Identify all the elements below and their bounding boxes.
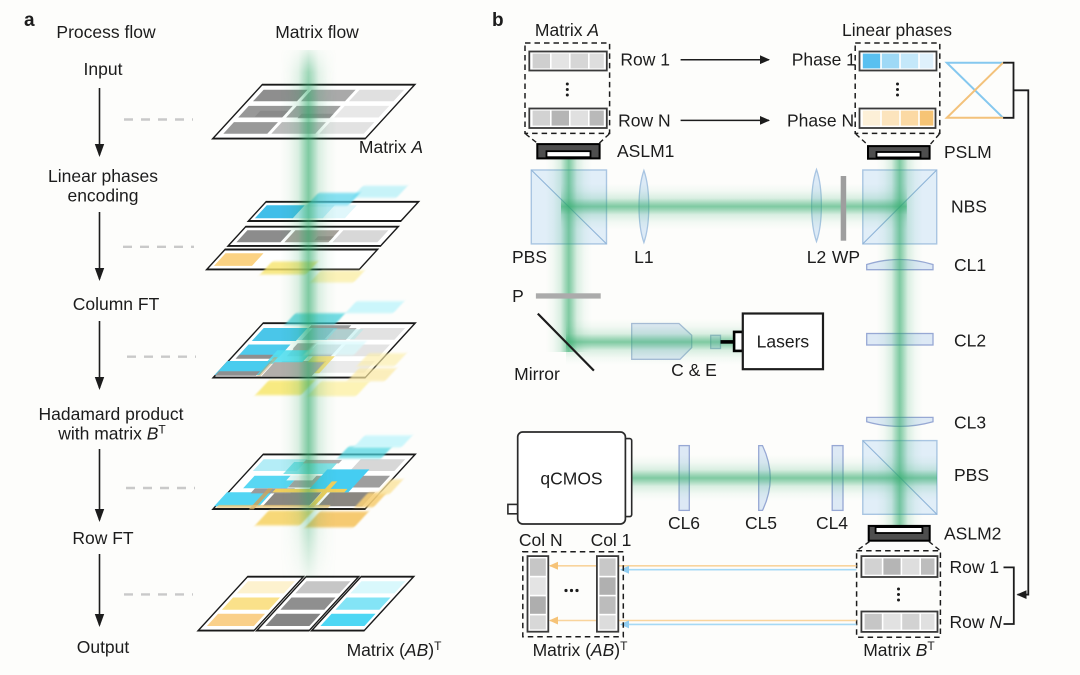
svg-text:Row FT: Row FT: [72, 528, 134, 548]
svg-text:CL6: CL6: [668, 513, 700, 533]
svg-text:encoding: encoding: [67, 186, 138, 206]
svg-text:NBS: NBS: [951, 197, 987, 217]
svg-text:Linear phases: Linear phases: [842, 20, 952, 40]
svg-text:CL1: CL1: [954, 255, 986, 275]
svg-text:CL3: CL3: [954, 413, 986, 433]
svg-text:Row N: Row N: [618, 111, 671, 131]
svg-text:a: a: [24, 10, 35, 31]
svg-text:Matrix A: Matrix A: [535, 20, 599, 40]
svg-text:L2: L2: [807, 247, 826, 267]
svg-text:Column FT: Column FT: [73, 294, 160, 314]
svg-text:L1: L1: [634, 247, 653, 267]
svg-text:Col N: Col N: [519, 530, 563, 550]
svg-text:PBS: PBS: [512, 247, 547, 267]
svg-text:b: b: [492, 10, 504, 31]
svg-text:Process flow: Process flow: [56, 22, 156, 42]
svg-text:with matrix BT: with matrix BT: [57, 423, 166, 444]
svg-text:Phase N: Phase N: [787, 111, 854, 131]
svg-text:Output: Output: [77, 637, 130, 657]
svg-text:Row N: Row N: [950, 612, 1003, 632]
svg-text:WP: WP: [832, 247, 860, 267]
svg-text:Phase 1: Phase 1: [792, 50, 856, 70]
svg-text:Matrix BT: Matrix BT: [863, 639, 935, 660]
svg-text:Lasers: Lasers: [757, 332, 810, 352]
svg-text:ASLM2: ASLM2: [944, 524, 1001, 544]
svg-text:Matrix A: Matrix A: [359, 137, 423, 157]
svg-text:Input: Input: [84, 59, 123, 79]
svg-text:PBS: PBS: [954, 465, 989, 485]
svg-text:Col 1: Col 1: [591, 530, 632, 550]
svg-text:CL5: CL5: [745, 513, 777, 533]
svg-text:Row 1: Row 1: [620, 50, 670, 70]
svg-text:Matrix (AB)T: Matrix (AB)T: [533, 639, 629, 660]
svg-text:P: P: [512, 286, 524, 306]
svg-text:CL2: CL2: [954, 331, 986, 351]
svg-text:Matrix (AB)T: Matrix (AB)T: [347, 639, 443, 660]
svg-text:qCMOS: qCMOS: [540, 469, 602, 489]
svg-text:C & E: C & E: [671, 360, 717, 380]
svg-text:Mirror: Mirror: [514, 364, 560, 384]
svg-text:Matrix flow: Matrix flow: [275, 22, 359, 42]
svg-text:ASLM1: ASLM1: [617, 141, 674, 161]
svg-text:Row 1: Row 1: [950, 557, 1000, 577]
svg-text:PSLM: PSLM: [944, 142, 992, 162]
svg-text:Hadamard product: Hadamard product: [39, 404, 184, 424]
svg-text:Linear phases: Linear phases: [48, 166, 158, 186]
svg-text:CL4: CL4: [816, 513, 848, 533]
